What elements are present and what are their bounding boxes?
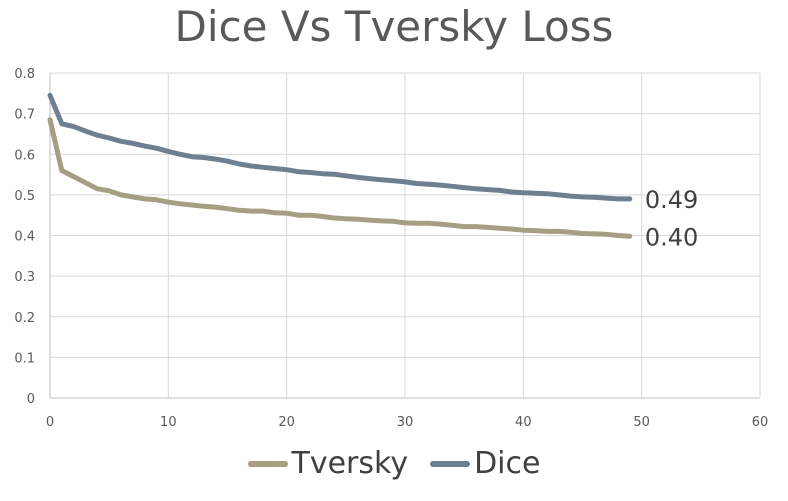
y-tick-label: 0.7: [14, 108, 35, 123]
series-lines: [47, 92, 633, 239]
legend-label: Dice: [474, 446, 541, 481]
end-labels: 0.40 0.49: [645, 186, 698, 251]
legend: Tversky Dice: [0, 446, 788, 481]
y-tick-label: 0.1: [14, 351, 35, 366]
x-tick-label: 30: [397, 415, 414, 430]
series-line-tversky: [47, 117, 633, 239]
series-line-dice: [47, 92, 633, 202]
x-tick-label: 60: [752, 415, 769, 430]
x-tick-label: 10: [160, 415, 177, 430]
y-tick-label: 0: [27, 392, 35, 407]
y-tick-label: 0.5: [14, 189, 35, 204]
chart-title: Dice Vs Tversky Loss: [174, 2, 614, 51]
x-tick-label: 20: [278, 415, 295, 430]
y-tick-label: 0.2: [14, 311, 35, 326]
legend-item-tversky: Tversky: [247, 446, 409, 481]
legend-item-dice: Dice: [430, 446, 540, 481]
y-tick-label: 0.3: [14, 270, 35, 285]
y-tick-labels: 0 0.1 0.2 0.3 0.4 0.5 0.6 0.7 0.8: [14, 67, 35, 407]
y-tick-label: 0.6: [14, 148, 35, 163]
y-tick-label: 0.4: [14, 230, 35, 245]
x-tick-label: 40: [515, 415, 532, 430]
x-tick-label: 50: [633, 415, 650, 430]
gridlines: [50, 72, 761, 398]
x-tick-label: 0: [46, 415, 54, 430]
legend-swatch: [247, 460, 288, 467]
x-tick-labels: 0 10 20 30 40 50 60: [46, 415, 768, 430]
legend-label: Tversky: [291, 446, 409, 481]
y-tick-label: 0.8: [14, 67, 35, 82]
end-label-dice: 0.49: [645, 186, 698, 214]
legend-swatch: [430, 460, 471, 467]
end-label-tversky: 0.40: [645, 223, 698, 251]
